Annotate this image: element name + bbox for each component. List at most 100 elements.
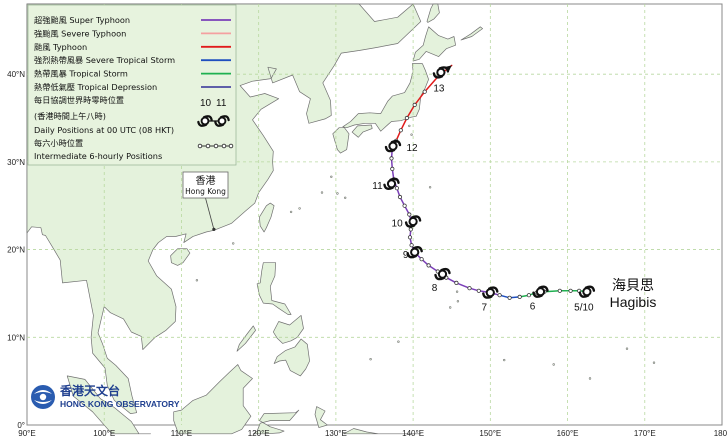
track-6h-point [402, 203, 407, 208]
land-mindanao [273, 338, 310, 377]
typhoon-symbol-core [200, 116, 210, 126]
legend-class-label: 熱帶風暴 Tropical Storm [34, 69, 128, 79]
island-5 [344, 196, 347, 200]
legend-6h-dot [213, 143, 219, 149]
daily-position-symbol [404, 215, 422, 228]
land-hokkaido [412, 26, 456, 62]
legend-class-label: 強烈熱帶風暴 Severe Tropical Storm [34, 55, 175, 65]
island-12 [369, 358, 372, 361]
land-new-guinea [343, 428, 422, 435]
land-taiwan [259, 202, 275, 233]
island-18 [588, 377, 592, 380]
typhoon-symbol-core [582, 287, 592, 297]
island-16 [625, 347, 629, 350]
track-6h-point [409, 243, 414, 248]
typhoon-symbol-core [485, 288, 495, 298]
x-tick-label: 130°E [325, 429, 347, 438]
legend-daily-zh-line1: 每日協調世界時零時位置 [34, 95, 124, 105]
island-6 [455, 290, 459, 293]
hko-logo: 香港天文台 HONG KONG OBSERVATORY [31, 383, 180, 409]
typhoon-symbol-core [217, 116, 227, 126]
land-shikoku [351, 124, 373, 138]
daily-position-label: 9 [403, 250, 409, 261]
track-6h-point [398, 128, 403, 133]
hko-logo-en: HONG KONG OBSERVATORY [60, 399, 180, 409]
storm-name-zh: 海貝思 [612, 278, 654, 294]
track-6h-point [408, 227, 413, 232]
legend-intensity-list: 超強颱風 Super Typhoon 強颱風 Severe Typhoon 颱風 T… [34, 15, 231, 92]
legend-class-label: 熱帶低氣壓 Tropical Depression [34, 82, 157, 92]
daily-position-symbol [532, 285, 549, 298]
hong-kong-dot [212, 227, 216, 232]
typhoon-symbol-core [436, 67, 446, 78]
x-tick-label: 160°E [557, 429, 579, 438]
track-segment [413, 90, 426, 106]
legend-background [27, 4, 237, 166]
track-6h-point [390, 166, 395, 171]
y-tick-label: 10°N [7, 333, 25, 342]
island-19 [195, 279, 199, 282]
legend-intermediate-zh: 每六小時位置 [34, 138, 83, 148]
hong-kong-marker: 香港 Hong Kong [182, 171, 229, 232]
daily-position-symbol [406, 246, 423, 259]
land-sumatra [66, 375, 151, 435]
island-0 [336, 192, 339, 195]
track-6h-point [404, 115, 409, 121]
land-luzon [256, 262, 292, 315]
legend-daily-en: Daily Positions at 00 UTC (08 HKT) [34, 125, 174, 135]
island-20 [232, 242, 235, 245]
legend-daily-symbol [197, 115, 230, 127]
x-tick-label: 90°E [18, 429, 35, 438]
track-6h-point [476, 288, 481, 293]
legend-class-label: 強颱風 Severe Typhoon [34, 28, 126, 38]
track-6h-point [454, 280, 459, 285]
y-tick-label: 20°N [7, 246, 25, 255]
island-2 [330, 175, 333, 179]
storm-daily-positions: 5/10 6 7 8 9 10 11 12 13 [372, 66, 596, 314]
track-6h-point [407, 212, 412, 217]
track-6h-point [426, 263, 431, 268]
track-6h-point [517, 294, 522, 299]
track-6h-point [497, 293, 502, 298]
x-tick-label: 180° [714, 429, 727, 438]
land-kyushu [332, 127, 350, 154]
daily-position-label: 6 [530, 302, 536, 313]
y-tick-label: 30°N [7, 158, 25, 167]
hko-logo-zh: 香港天文台 [59, 383, 120, 398]
legend-6hourly-symbol [197, 143, 234, 149]
daily-position-symbol [383, 177, 400, 190]
island-11 [408, 124, 411, 128]
island-4 [298, 207, 301, 210]
track-6h-point [412, 102, 417, 108]
daily-position-symbol [432, 66, 450, 79]
hko-emblem-icon [31, 385, 55, 409]
land-sakhalin [426, 3, 440, 23]
x-tick-label: 110°E [171, 429, 192, 438]
typhoon-symbol-core [388, 141, 398, 151]
hong-kong-leader-line [205, 197, 215, 230]
daily-position-label: 7 [482, 303, 488, 314]
x-tick-label: 170°E [634, 429, 656, 438]
hong-kong-label-en: Hong Kong [185, 187, 226, 196]
x-tick-label: 120°E [248, 429, 270, 438]
island-3 [289, 210, 293, 214]
legend-class-label: 颱風 Typhoon [34, 42, 87, 52]
daily-position-label: 5/10 [574, 303, 594, 314]
daily-position-symbol [384, 139, 402, 153]
x-tick-label: 140°E [402, 429, 424, 438]
daily-position-label: 8 [432, 283, 438, 294]
land-palawan [236, 325, 256, 352]
island-13 [552, 363, 555, 366]
y-tick-label: 40°N [7, 70, 25, 79]
track-6h-point [397, 194, 403, 200]
track-6h-point [526, 293, 532, 298]
axis-labels: 90°E 100°E 110°E 120°E 130°E 140°E 150°E 160°E 1… [7, 70, 727, 438]
track-6h-point [467, 286, 472, 291]
legend-6h-dot [197, 143, 203, 149]
x-tick-label: 100°E [93, 429, 115, 438]
track-6h-point [422, 89, 427, 94]
track-6h-point [407, 235, 413, 240]
island-1 [320, 191, 324, 194]
